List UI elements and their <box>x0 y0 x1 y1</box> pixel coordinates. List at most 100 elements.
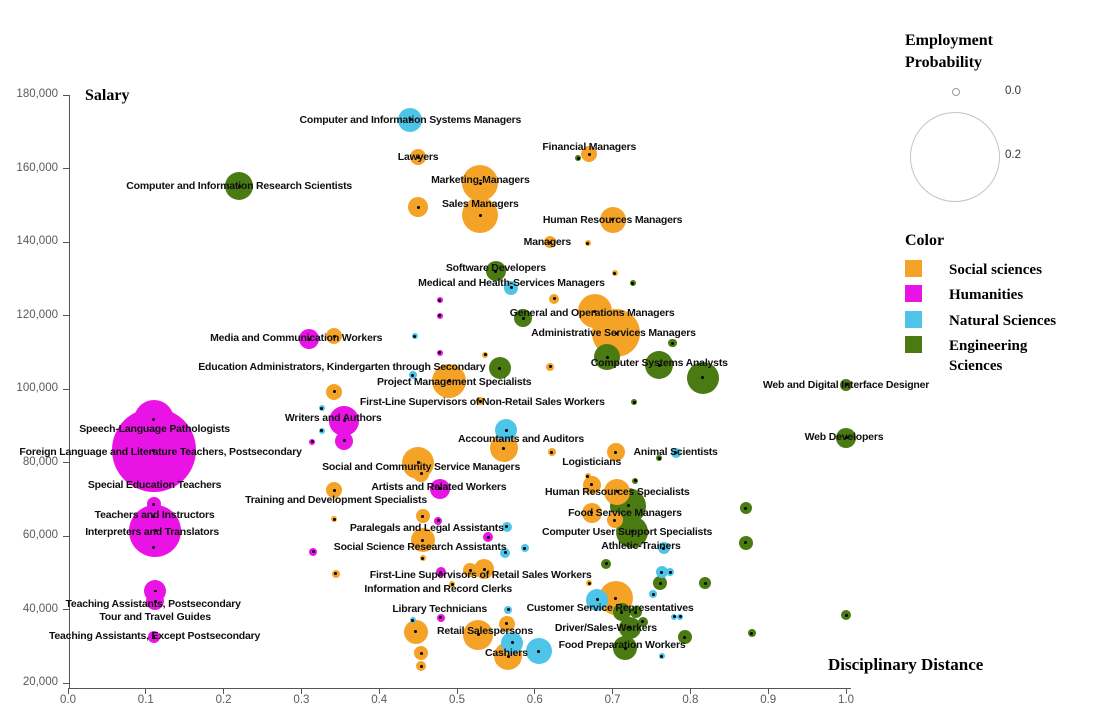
bubble-center-dot <box>483 353 487 357</box>
bubble-center-dot <box>750 631 754 635</box>
point-label: Computer User Support Specialists <box>541 525 713 538</box>
y-axis-line <box>69 95 70 688</box>
y-tick-mark <box>63 168 69 169</box>
bubble-center-dot <box>486 535 490 539</box>
x-tick-label: 0.9 <box>760 694 777 706</box>
bubble-center-dot <box>521 316 525 320</box>
bubble-center-dot <box>632 400 636 404</box>
size-legend-title-line2: Probability <box>905 54 983 71</box>
bubble-center-dot <box>590 511 594 515</box>
point-label: Financial Managers <box>542 141 637 154</box>
bubble-center-dot <box>152 448 156 452</box>
bubble-center-dot <box>421 538 425 542</box>
bubble-center-dot <box>153 529 157 533</box>
point-label: Social Science Research Assistants <box>333 540 507 553</box>
point-label: Cashiers <box>484 647 528 660</box>
size-legend-max-label: 0.2 <box>1005 149 1021 161</box>
x-tick-label: 0.1 <box>137 694 154 706</box>
size-legend-min-label: 0.0 <box>1005 85 1021 97</box>
bubble-center-dot <box>641 620 645 624</box>
point-label: Marketing-Managers <box>431 174 530 187</box>
bubble-center-dot <box>421 556 425 560</box>
x-tick-mark <box>767 688 769 694</box>
bubble-center-dot <box>419 651 423 655</box>
x-tick-label: 0.5 <box>449 694 465 706</box>
point-label: Human Resources Specialists <box>544 485 690 498</box>
x-tick-mark <box>378 688 380 694</box>
bubble-center-dot <box>674 451 678 455</box>
point-label: Computer and Information Research Scient… <box>126 180 353 193</box>
point-label: First-Line Supervisors of Retail Sales W… <box>369 568 592 581</box>
bubble-center-dot <box>620 610 624 614</box>
point-label: Teaching Assistants, Except Postsecondar… <box>48 630 261 643</box>
bubble-center-dot <box>510 641 514 645</box>
y-tick-label: 120,000 <box>16 308 58 321</box>
bubble-center-dot <box>506 608 510 612</box>
point-label: Driver/Sales-Workers <box>554 622 657 635</box>
bubble-center-dot <box>416 155 420 159</box>
y-tick-label: 40,000 <box>22 602 58 615</box>
bubble-center-dot <box>332 488 336 492</box>
bubble-center-dot <box>447 379 451 383</box>
point-label: Sales Managers <box>442 198 519 211</box>
bubble-center-dot <box>662 546 666 550</box>
y-tick-label: 180,000 <box>16 88 58 100</box>
bubble-center-dot <box>478 399 482 403</box>
bubble-center-dot <box>844 613 848 617</box>
bubble-center-dot <box>657 363 661 367</box>
color-swatch-soc <box>905 260 922 277</box>
bubble-center-dot <box>613 271 617 275</box>
bubble-center-dot <box>478 181 482 185</box>
bubble-center-dot <box>668 570 672 574</box>
point-label: Paralegals and Legal Assistants <box>349 522 504 535</box>
bubble-center-dot <box>237 184 241 188</box>
bubble-center-dot <box>672 615 676 619</box>
point-label: Interpreters and Translators <box>85 525 220 538</box>
y-tick-label: 80,000 <box>22 455 58 468</box>
bubble-center-dot <box>628 626 632 630</box>
x-tick-mark <box>145 688 147 694</box>
bubble-center-dot <box>416 205 420 209</box>
bubble-center-dot <box>494 269 498 273</box>
bubble-center-dot <box>419 472 423 476</box>
bubble-center-dot <box>482 567 486 571</box>
bubble-center-dot <box>478 213 482 217</box>
bubble-center-dot <box>342 419 346 423</box>
x-tick-label: 1.0 <box>838 694 854 706</box>
bubble-center-dot <box>651 592 655 596</box>
x-tick-label: 0.3 <box>293 694 310 706</box>
bubble-center-dot <box>152 635 156 639</box>
bubble-center-dot <box>586 474 590 478</box>
point-label: Administrative Services Managers <box>531 327 696 340</box>
bubble-center-dot <box>310 440 314 444</box>
bubble-center-dot <box>421 514 425 518</box>
point-label: Writers and Authors <box>284 411 382 424</box>
y-tick-mark <box>63 241 69 243</box>
bubble-center-dot <box>614 450 618 454</box>
y-tick-mark <box>63 682 69 684</box>
bubble-center-dot <box>590 483 594 487</box>
x-tick-label: 0.4 <box>371 694 388 706</box>
color-legend-title: Color <box>905 232 945 249</box>
y-tick-mark <box>63 94 69 96</box>
color-legend-label: Natural Sciences <box>949 312 1057 329</box>
bubble-center-dot <box>152 418 156 422</box>
size-legend-min-circle <box>952 88 960 96</box>
x-tick-label: 0.6 <box>526 694 543 706</box>
point-label: Web and Digital Interface Designer <box>762 378 930 391</box>
bubble-center-dot <box>502 446 506 450</box>
bubble-center-dot <box>476 633 480 637</box>
bubble-center-dot <box>631 281 635 285</box>
bubble-center-dot <box>537 649 541 653</box>
point-label: Managers <box>523 236 572 248</box>
bubble-center-dot <box>416 461 420 465</box>
y-tick-label: 20,000 <box>22 676 58 688</box>
bubble-center-dot <box>611 218 615 222</box>
size-legend-max-circle <box>910 112 1000 202</box>
point-label: Customer Service Representatives <box>526 601 694 614</box>
bubble-center-dot <box>509 286 513 290</box>
y-tick-label: 100,000 <box>16 382 58 394</box>
bubble-center-dot <box>506 654 510 658</box>
point-label: Special Education Teachers <box>87 479 222 492</box>
